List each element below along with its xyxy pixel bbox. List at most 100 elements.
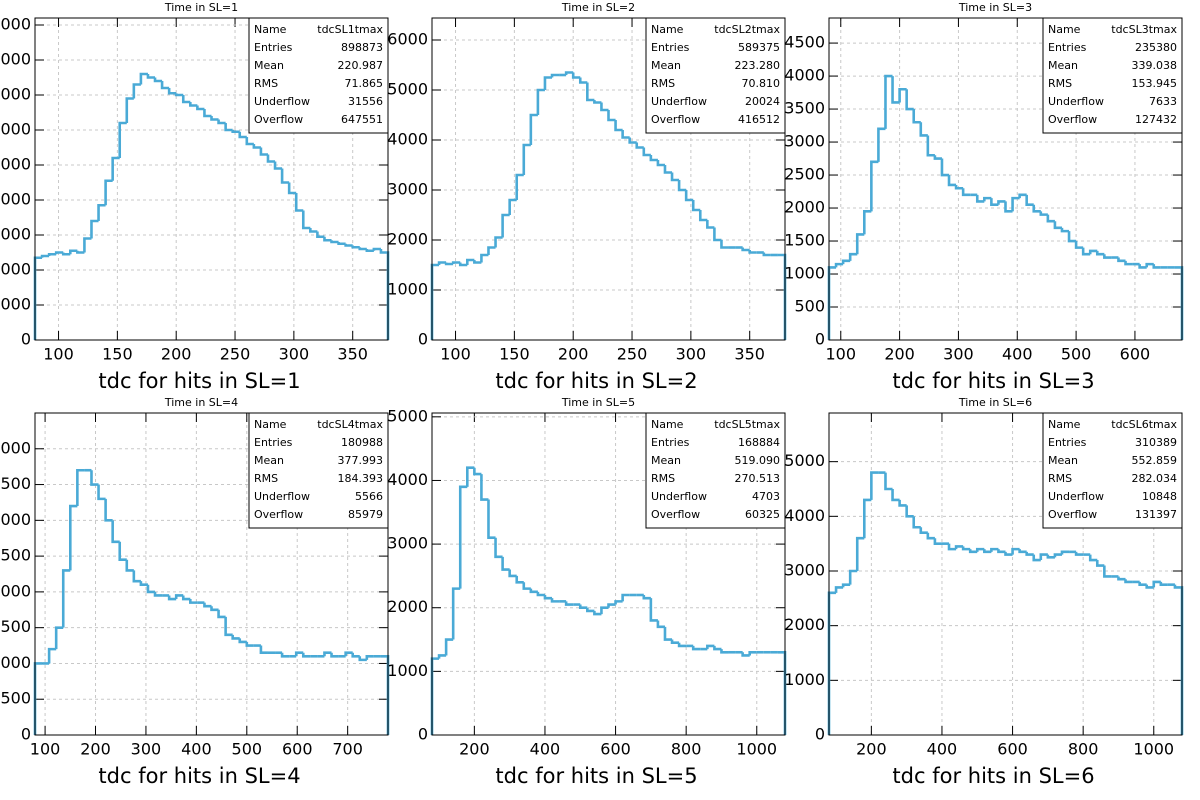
stats-label: RMS <box>1048 77 1072 90</box>
stats-label: Overflow <box>254 113 303 126</box>
stats-value: 127432 <box>1135 113 1177 126</box>
histogram-bin <box>1074 551 1084 556</box>
histogram-bin <box>280 168 290 184</box>
histogram-bin <box>656 160 665 167</box>
histogram-bin <box>642 595 651 600</box>
histogram-bin <box>358 247 367 251</box>
y-tick-label: 4000 <box>784 66 825 85</box>
histogram-bin <box>670 172 680 182</box>
x-tick-label: 500 <box>1061 345 1092 364</box>
panel: 200 400 600 800 1000 0 1000 2000 3000 4000 5000 Tim… <box>784 396 1184 788</box>
stats-value: 5566 <box>355 490 383 503</box>
y-tick-label: 4000 <box>0 438 31 457</box>
stats-label: RMS <box>1048 472 1072 485</box>
histogram-bin <box>529 113 538 145</box>
stats-value: 270.513 <box>735 472 781 485</box>
histogram-bin <box>834 262 844 268</box>
histogram-bin <box>515 575 524 584</box>
histogram-bin <box>940 158 950 177</box>
stats-value: 282.034 <box>1132 472 1178 485</box>
histogram-bin <box>444 638 454 656</box>
histogram-bin <box>1032 554 1041 562</box>
y-tick-label: 8000 <box>0 50 31 69</box>
histogram-bin <box>898 499 907 507</box>
histogram-bin <box>160 81 170 90</box>
y-tick-label: 6000 <box>387 30 428 49</box>
y-tick-label: 4000 <box>387 130 428 149</box>
histogram-bin <box>706 220 715 229</box>
histogram-bin <box>245 641 254 647</box>
histogram-bin <box>301 652 311 658</box>
histogram-bin <box>287 182 297 195</box>
stats-box <box>248 412 389 529</box>
histogram-bin <box>848 569 858 585</box>
stats-value: 4703 <box>752 490 780 503</box>
histogram-bin <box>259 147 268 156</box>
histogram-bin <box>1103 565 1112 578</box>
histogram-bin <box>926 135 935 157</box>
histogram-bin <box>677 180 687 192</box>
histogram-bin <box>76 468 85 507</box>
histogram-bin <box>466 466 475 487</box>
x-tick-label: 1000 <box>1133 740 1174 759</box>
x-axis-label: tdc for hits in SL=2 <box>495 369 697 393</box>
histogram-bin <box>167 595 177 601</box>
histogram-bin <box>1032 204 1041 213</box>
panel-title: Time in SL=4 <box>164 396 238 409</box>
histogram-bin <box>1088 249 1098 255</box>
histogram-bin <box>543 595 553 600</box>
x-tick-label: 600 <box>282 740 313 759</box>
x-tick-label: 800 <box>671 740 702 759</box>
histogram-bin <box>1095 250 1105 256</box>
y-tick-label: 1500 <box>0 617 31 636</box>
x-tick-label: 350 <box>337 345 368 364</box>
histogram-bin <box>663 626 673 641</box>
histogram-bin <box>926 532 935 540</box>
y-tick-label: 500 <box>794 297 825 316</box>
stats-label: RMS <box>651 472 675 485</box>
histogram-bin <box>947 543 957 551</box>
histogram-bin <box>1018 549 1027 554</box>
plot-frame <box>828 412 1183 736</box>
histogram-bin <box>713 227 722 242</box>
stats-value: 10848 <box>1142 490 1177 503</box>
histogram-bin <box>975 547 985 552</box>
y-tick-label: 9000 <box>0 15 31 34</box>
x-tick-label: 350 <box>734 345 765 364</box>
histogram-bin <box>550 73 560 78</box>
x-tick-label: 200 <box>80 740 111 759</box>
stats-value: 20024 <box>745 95 780 108</box>
x-tick-label: 400 <box>530 740 561 759</box>
histogram-bin <box>54 251 64 255</box>
histogram-bin <box>90 219 99 239</box>
histogram-bin <box>642 147 651 157</box>
histogram-bin <box>741 652 750 657</box>
histogram-bin <box>365 654 374 660</box>
histogram-bin <box>104 179 113 206</box>
stats-value: 31556 <box>348 95 383 108</box>
histogram-bin <box>522 143 531 175</box>
histogram-bin <box>1025 551 1034 556</box>
histogram-bin <box>139 72 148 85</box>
histogram-bin <box>47 647 57 664</box>
histogram-bin <box>210 606 219 612</box>
histogram-bin <box>203 602 212 608</box>
x-tick-label: 800 <box>1068 740 1099 759</box>
histogram-bin <box>961 546 971 551</box>
histogram-bin <box>358 656 367 662</box>
histogram-bin <box>1088 554 1098 562</box>
histogram-bin <box>529 588 538 594</box>
histogram-bin <box>330 652 339 658</box>
histogram-bin <box>174 93 184 97</box>
y-tick-label: 3000 <box>0 510 31 529</box>
stats-value: 377.993 <box>338 454 384 467</box>
histogram-bin <box>245 137 254 146</box>
histogram-bin <box>451 261 461 264</box>
histogram-bin <box>891 488 900 502</box>
histogram-bin <box>54 626 64 650</box>
panel-title: Time in SL=2 <box>561 1 635 14</box>
panel-title: Time in SL=3 <box>958 1 1032 14</box>
stats-label: Underflow <box>254 490 310 503</box>
y-tick-label: 1000 <box>0 653 31 672</box>
